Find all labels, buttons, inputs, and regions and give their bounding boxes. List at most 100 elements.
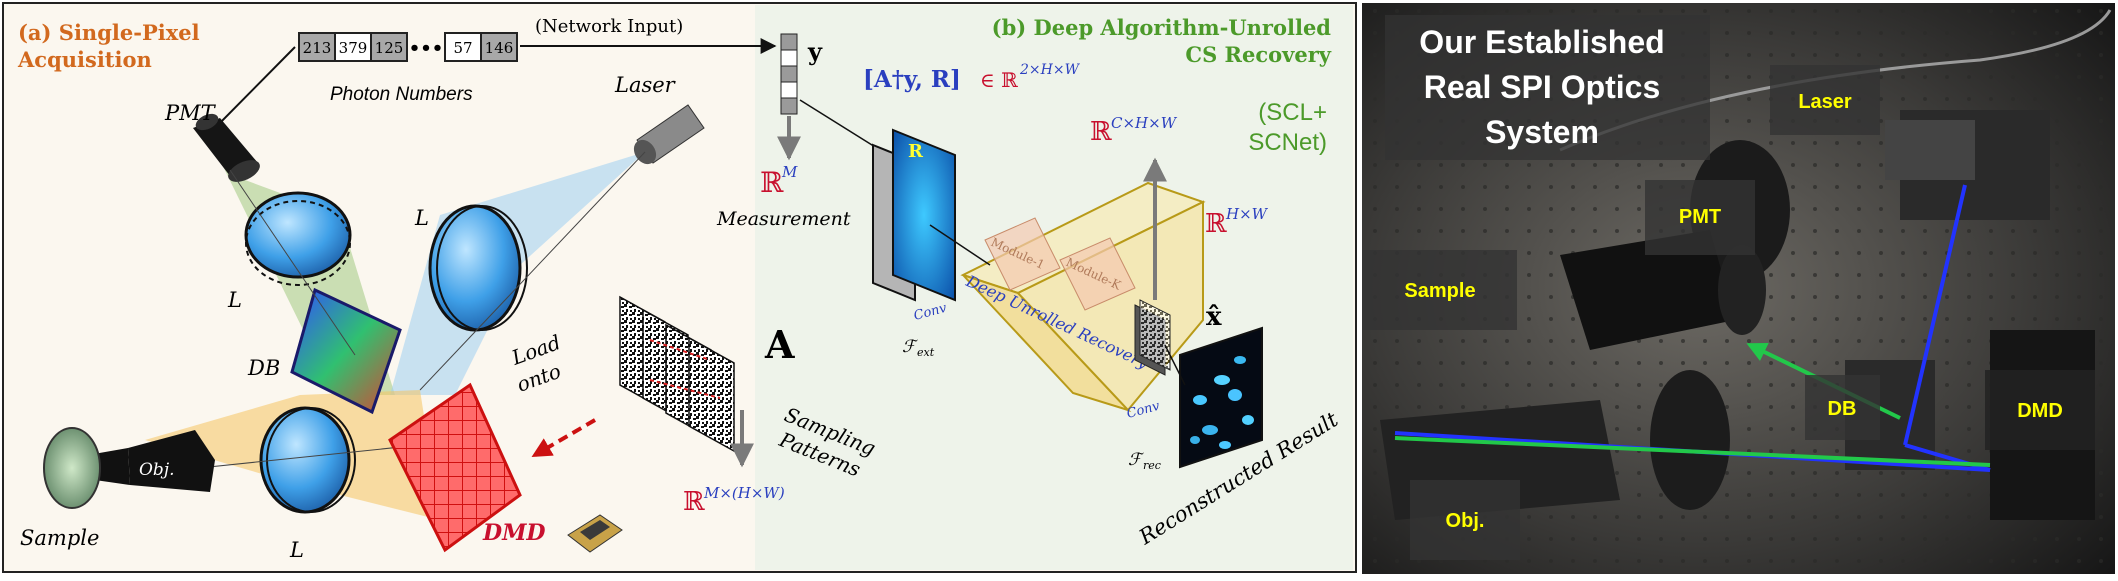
f-rec: ℱ (1128, 450, 1145, 470)
feature-space: ℝ (1090, 117, 1112, 147)
pmt-body (193, 118, 258, 176)
output-space: ℝ (1205, 209, 1227, 239)
green-beam-1 (1394, 436, 1991, 467)
measurement-space-sup: M (781, 163, 798, 181)
load-onto-arrow (531, 418, 597, 458)
feature-space-sup: C×H×W (1111, 114, 1178, 132)
dmd-label: DMD (482, 520, 546, 546)
sample-label: Sample (20, 526, 99, 550)
lens-detection-rim (245, 200, 351, 286)
dmd-grid (388, 382, 522, 553)
pmt-cable (214, 46, 296, 129)
photo-dmd-label: DMD (2017, 400, 2063, 422)
lens-label-laser: L (414, 206, 429, 230)
photo-title-line3: System (1485, 114, 1599, 150)
photon-value: 146 (485, 39, 514, 57)
laser-axis (419, 151, 646, 391)
obj-label: Obj. (139, 460, 175, 480)
dichroic-beamsplitter (290, 287, 402, 415)
r-label: R (908, 141, 924, 162)
laser-label: Laser (614, 73, 677, 97)
photon-cell (480, 32, 518, 62)
photon-cell (444, 32, 482, 62)
pattern-highlight (649, 339, 711, 361)
patterns-symbol: A (764, 322, 795, 367)
panel-a-title-line2: Acquisition (17, 47, 152, 72)
output-feature-stack-front (1139, 299, 1171, 371)
lens-imaging-rim (266, 407, 356, 513)
measurement-label: Measurement (716, 208, 851, 230)
photo-title-line1: Our Established (1419, 24, 1664, 60)
input-map-r (892, 128, 956, 302)
photo-pmt-label: PMT (1679, 206, 1721, 228)
pmt-label: PMT (164, 101, 217, 125)
panel-a-title-line1: (a) Single-Pixel (18, 20, 200, 45)
f-ext-sub: ext (917, 346, 935, 359)
db-tag-box (1805, 375, 1880, 440)
laser-housing (1885, 120, 1975, 180)
dmd-tag-box (1985, 370, 2095, 450)
reconstruction-line (1164, 344, 1186, 386)
f-ext: ℱ (902, 337, 919, 357)
lens-laser (428, 204, 522, 332)
pmt-detector (193, 46, 296, 182)
photo-laser-label: Laser (1798, 91, 1852, 113)
detection-axis (229, 169, 356, 356)
pmt-body-photo (1560, 230, 1735, 350)
pmt-aperture (228, 160, 260, 182)
reconstructed-image (1179, 326, 1263, 469)
y-to-network-line (799, 99, 881, 151)
sampling-patterns-stack (619, 295, 735, 453)
imaging-axis (179, 444, 421, 471)
panel-a: (a) Single-Pixel Acquisition 213 379 125… (17, 16, 881, 562)
obj-tag-box (1410, 480, 1520, 560)
y-cell (780, 65, 798, 83)
y-cell (780, 81, 798, 99)
photon-cell (370, 32, 408, 62)
pattern-highlight (649, 379, 721, 399)
lens-label-imaging: L (289, 538, 304, 562)
input-tuple: [A†y, R] (863, 66, 961, 93)
photo-title-box (1385, 15, 1710, 160)
photon-number-vector: 213 379 125 ••• 57 146 (298, 32, 518, 62)
db-label: DB (247, 356, 280, 380)
pmt-back (195, 113, 219, 131)
network-input-label: (Network Input) (535, 16, 683, 37)
pattern-space-sup: M×(H×W) (703, 484, 785, 502)
photon-value: 125 (375, 39, 404, 57)
module-1-box (984, 217, 1061, 291)
input-space-sup: 2×H×W (1019, 62, 1081, 78)
photo-obj-label: Obj. (1446, 510, 1485, 532)
panel-b-title-line2: CS Recovery (1185, 42, 1331, 67)
y-vector (780, 33, 798, 115)
photon-cell (298, 32, 336, 62)
lens-laser-rim (436, 205, 528, 331)
block-input-line (929, 224, 991, 266)
photon-value: 213 (303, 39, 332, 57)
lens-detection (244, 191, 352, 279)
f-rec-sub: rec (1143, 459, 1161, 472)
panel-b-title-line1: (b) Deep Algorithm-Unrolled (992, 15, 1332, 40)
scl-line2: SCNet) (1248, 129, 1327, 156)
optics-photo: Our Established Real SPI Optics System L… (1362, 3, 2115, 574)
photo-sample-label: Sample (1404, 280, 1475, 302)
y-cell (780, 33, 798, 51)
y-cell (780, 49, 798, 67)
lens-label-detection: L (227, 288, 242, 312)
pattern-space: ℝ (683, 487, 705, 517)
output-space-sup: H×W (1225, 205, 1269, 223)
dmd-chip-icon (567, 514, 623, 553)
y-cell (780, 97, 798, 115)
blue-beam-1 (1903, 184, 1967, 446)
input-space: ∈ ℝ (980, 68, 1018, 92)
measurement-space: ℝ (760, 166, 784, 199)
module-k-box (1059, 237, 1136, 311)
pmt-tag-box (1645, 180, 1755, 255)
objective-body (128, 430, 215, 492)
photon-value: 57 (453, 39, 472, 57)
sample-dish (43, 427, 101, 509)
photon-ellipsis: ••• (409, 38, 444, 59)
pmt-front-photo (1718, 245, 1766, 335)
